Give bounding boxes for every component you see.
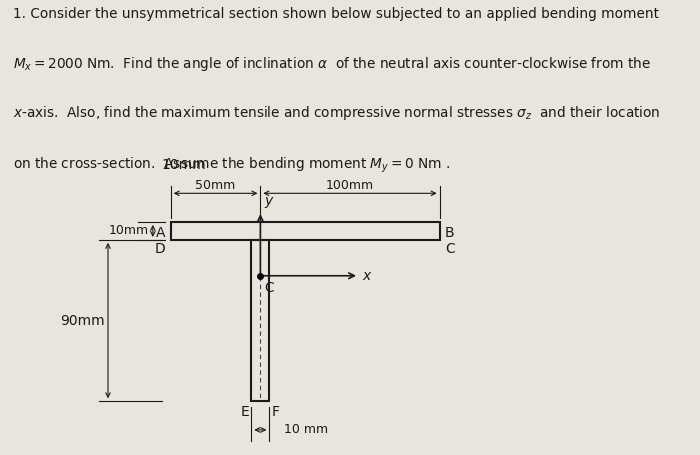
Text: 10 mm: 10 mm (284, 424, 328, 436)
Text: 1. Consider the unsymmetrical section shown below subjected to an applied bendin: 1. Consider the unsymmetrical section sh… (13, 7, 659, 21)
Text: 100mm: 100mm (326, 178, 374, 192)
Text: 10mm: 10mm (109, 224, 149, 238)
Text: 50mm: 50mm (195, 178, 236, 192)
Text: 10mm: 10mm (162, 158, 206, 172)
Text: F: F (271, 405, 279, 419)
Text: C: C (264, 281, 274, 295)
Text: on the cross-section.  Assume the bending moment $M_y = 0$ Nm .: on the cross-section. Assume the bending… (13, 156, 449, 175)
Text: $x$-axis.  Also, find the maximum tensile and compressive normal stresses $\sigm: $x$-axis. Also, find the maximum tensile… (13, 104, 660, 122)
Bar (251, 240, 270, 401)
Bar (171, 222, 440, 240)
Text: $M_x = 2000$ Nm.  Find the angle of inclination $\alpha$  of the neutral axis co: $M_x = 2000$ Nm. Find the angle of incli… (13, 56, 650, 73)
Text: 90mm: 90mm (60, 313, 104, 328)
Text: B: B (445, 226, 454, 240)
Text: A: A (156, 226, 165, 240)
Text: y: y (264, 194, 272, 207)
Text: x: x (363, 269, 371, 283)
Text: C: C (445, 242, 455, 256)
Text: D: D (155, 242, 165, 256)
Text: E: E (241, 405, 250, 419)
